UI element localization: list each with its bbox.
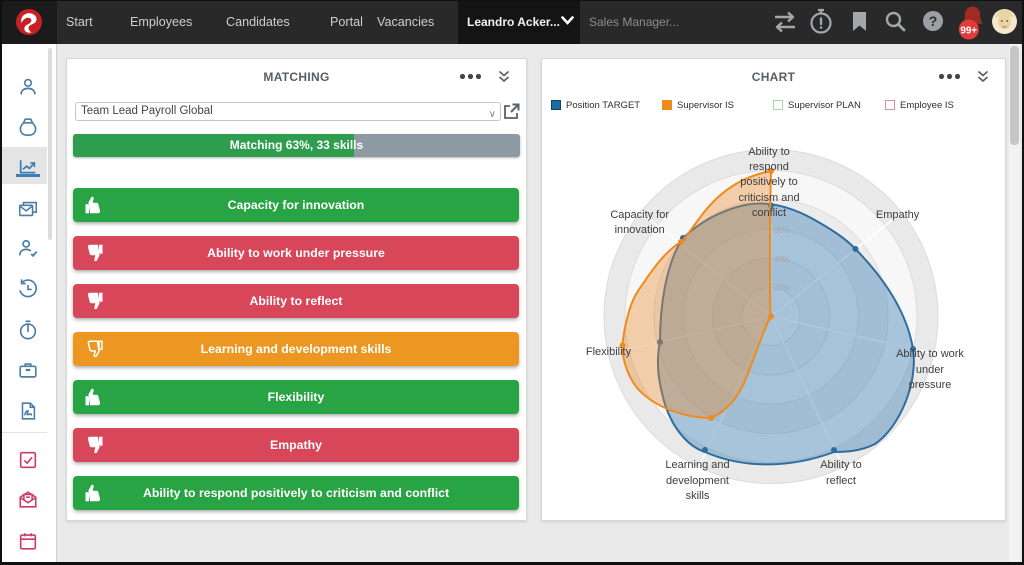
svg-text:99+: 99+ — [960, 25, 977, 36]
svg-text:60%: 60% — [774, 226, 790, 235]
svg-text:20%: 20% — [774, 283, 790, 292]
svg-text:?: ? — [929, 13, 938, 29]
svg-text:40%: 40% — [774, 255, 790, 264]
